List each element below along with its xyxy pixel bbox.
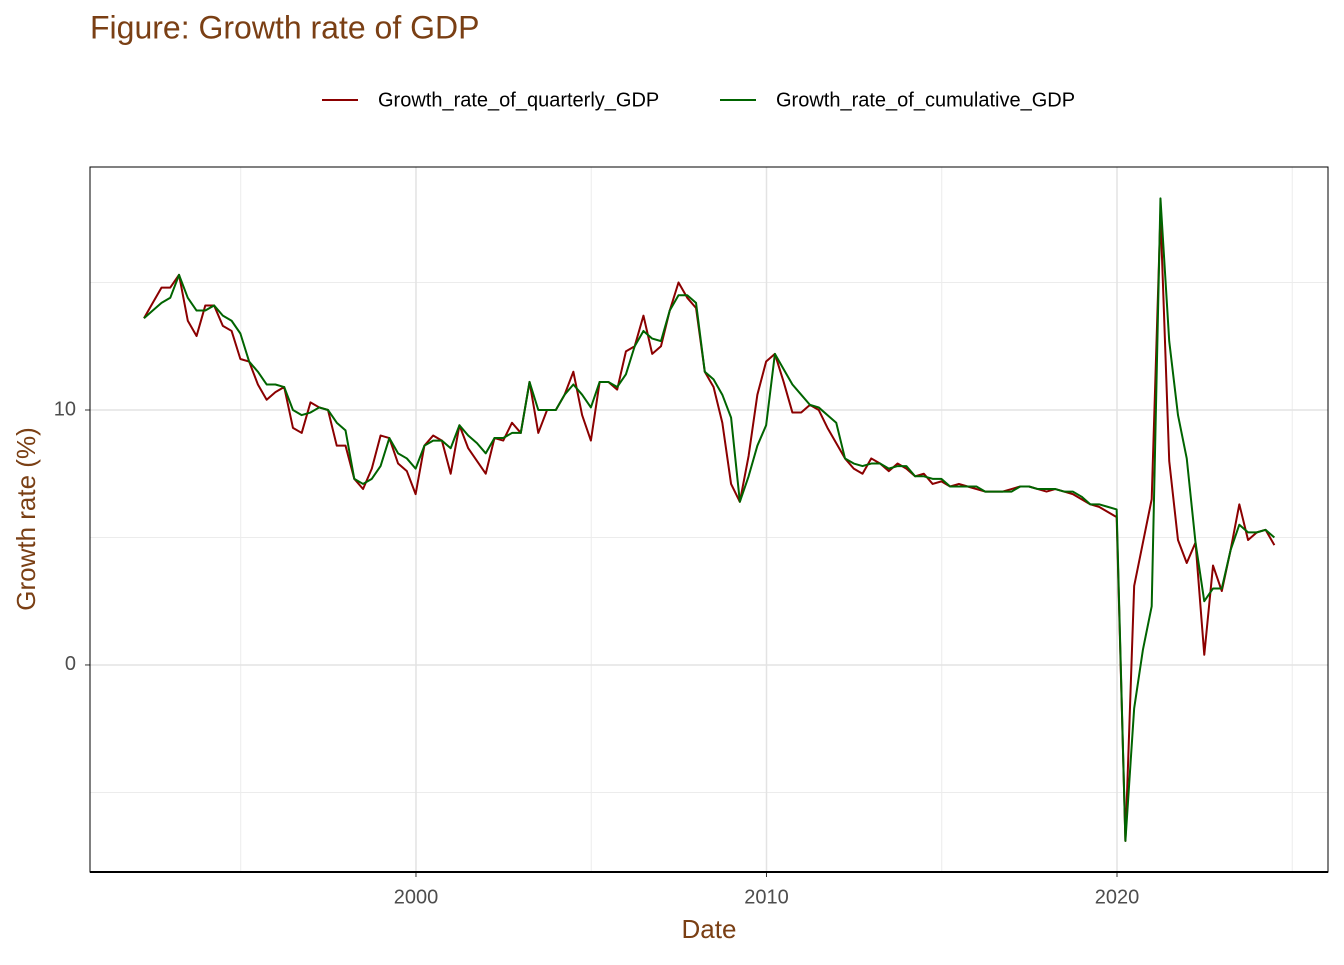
plot-border: [89, 166, 1329, 873]
x-tick-label: 2020: [1095, 886, 1140, 908]
x-axis-label: Date: [682, 914, 737, 944]
legend-label: Growth_rate_of_quarterly_GDP: [378, 89, 659, 111]
line-series: [143, 212, 1276, 842]
chart-title: Figure: Growth rate of GDP: [90, 9, 479, 45]
line-series: [143, 197, 1276, 842]
y-axis-label: Growth rate (%): [11, 427, 41, 611]
x-tick-label: 2000: [394, 886, 439, 908]
y-tick-label: 10: [54, 398, 76, 420]
x-tick-label: 2010: [744, 886, 789, 908]
y-tick-label: 0: [65, 653, 76, 675]
legend-label: Growth_rate_of_cumulative_GDP: [776, 89, 1075, 111]
